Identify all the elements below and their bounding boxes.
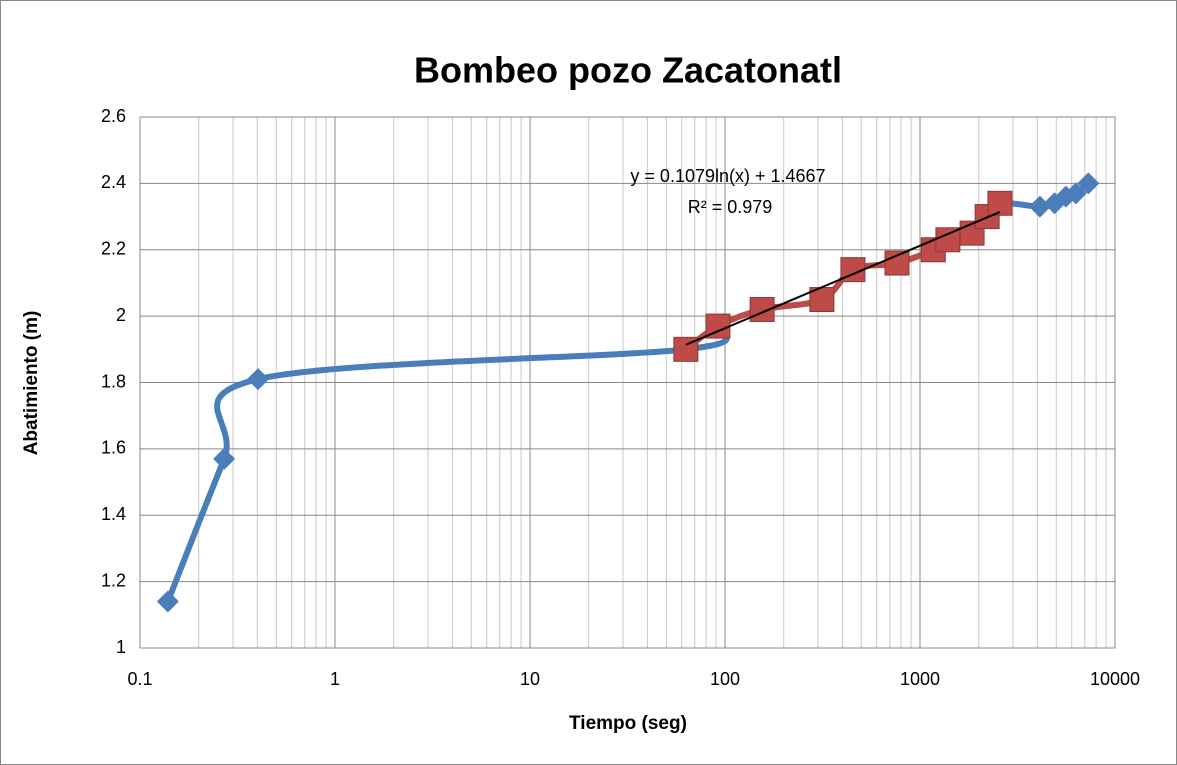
chart-title: Bombeo pozo Zacatonatl bbox=[414, 50, 842, 91]
y-axis-label: Abatimiento (m) bbox=[21, 311, 42, 456]
marker bbox=[1064, 182, 1087, 205]
y-tick-label: 1.8 bbox=[101, 371, 126, 391]
y-tick-label: 1.2 bbox=[101, 570, 126, 590]
x-tick-label: 10 bbox=[520, 669, 540, 689]
marker bbox=[1077, 172, 1100, 195]
trendline bbox=[685, 211, 1001, 346]
x-axis-label: Tiempo (seg) bbox=[569, 713, 687, 734]
marker bbox=[247, 368, 270, 391]
y-tick-label: 2.6 bbox=[101, 106, 126, 126]
marker bbox=[987, 190, 1013, 216]
y-tick-label: 2.2 bbox=[101, 239, 126, 259]
x-tick-label: 1 bbox=[330, 669, 340, 689]
marker bbox=[959, 220, 985, 246]
trendline-r2: R² = 0.979 bbox=[688, 197, 773, 217]
x-tick-label: 1000 bbox=[900, 669, 940, 689]
y-tick-label: 1.4 bbox=[101, 504, 126, 524]
x-tick-label: 100 bbox=[710, 669, 740, 689]
trendline-equation: y = 0.1079ln(x) + 1.4667 bbox=[630, 166, 825, 186]
y-tick-label: 2 bbox=[116, 305, 126, 325]
y-tick-label: 1.6 bbox=[101, 438, 126, 458]
marker bbox=[1028, 195, 1051, 218]
y-tick-label: 1 bbox=[116, 637, 126, 657]
x-tick-label: 10000 bbox=[1090, 669, 1140, 689]
marker bbox=[156, 590, 179, 613]
marker bbox=[213, 447, 236, 470]
x-tick-label: 0.1 bbox=[127, 669, 152, 689]
y-tick-label: 2.4 bbox=[101, 172, 126, 192]
plot-border bbox=[139, 116, 1116, 649]
marker bbox=[935, 227, 961, 253]
marker bbox=[749, 296, 775, 322]
